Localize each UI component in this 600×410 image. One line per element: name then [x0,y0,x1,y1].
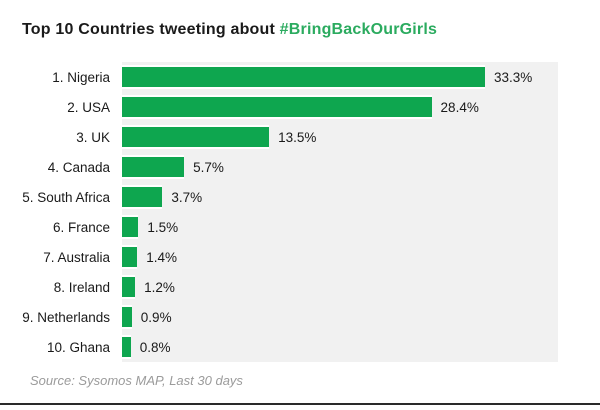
category-label: 1. Nigeria [52,69,110,85]
value-label: 1.5% [147,219,179,235]
plot-band: 33.3% [122,62,558,92]
chart-row: 9. Netherlands 0.9% [0,302,560,332]
bar [122,215,139,239]
chart-title-hashtag: #BringBackOurGirls [279,21,438,38]
bar [122,155,185,179]
chart-row: 6. France 1.5% [0,212,560,242]
bar [122,65,485,89]
plot-band: 28.4% [122,92,558,122]
bar-chart: 1. Nigeria 33.3% 2. USA 28.4% 3. UK 13.5… [0,62,560,362]
bottom-divider [0,403,600,405]
chart-row: 1. Nigeria 33.3% [0,62,560,92]
category-label: 3. UK [76,129,110,145]
bar [122,95,432,119]
chart-row: 4. Canada 5.7% [0,152,560,182]
category-label: 2. USA [67,99,110,115]
plot-band: 1.5% [122,212,558,242]
bar [122,125,270,149]
plot-band: 0.8% [122,332,558,362]
plot-band: 5.7% [122,152,558,182]
bar [122,275,136,299]
bar [122,245,138,269]
value-label: 1.2% [144,279,175,295]
value-label: 5.7% [193,159,224,175]
value-label: 1.4% [146,249,178,265]
category-label: 10. Ghana [46,339,110,355]
category-label: 7. Australia [43,249,110,265]
chart-row: 2. USA 28.4% [0,92,560,122]
chart-title-text: Top 10 Countries tweeting about [22,21,280,38]
bar [122,185,163,209]
bar [122,335,131,359]
category-label: 5. South Africa [22,189,110,205]
value-label: 28.4% [440,99,479,115]
chart-row: 5. South Africa 3.7% [0,182,560,212]
plot-band: 0.9% [122,302,558,332]
category-label: 4. Canada [47,159,110,175]
chart-title: Top 10 Countries tweeting about #BringBa… [22,21,437,39]
chart-row: 8. Ireland 1.2% [0,272,560,302]
category-label: 6. France [52,219,110,235]
chart-row: 10. Ghana 0.8% [0,332,560,362]
bar [122,305,132,329]
value-label: 3.7% [171,189,203,205]
category-label: 9. Netherlands [22,309,110,325]
plot-band: 3.7% [122,182,558,212]
value-label: 33.3% [493,69,533,85]
value-label: 0.8% [139,339,171,355]
plot-band: 1.2% [122,272,558,302]
category-label: 8. Ireland [53,279,110,295]
plot-band: 13.5% [122,122,558,152]
value-label: 13.5% [278,129,317,145]
chart-row: 3. UK 13.5% [0,122,560,152]
chart-row: 7. Australia 1.4% [0,242,560,272]
plot-band: 1.4% [122,242,558,272]
value-label: 0.9% [140,309,172,325]
source-caption: Source: Sysomos MAP, Last 30 days [30,373,243,388]
